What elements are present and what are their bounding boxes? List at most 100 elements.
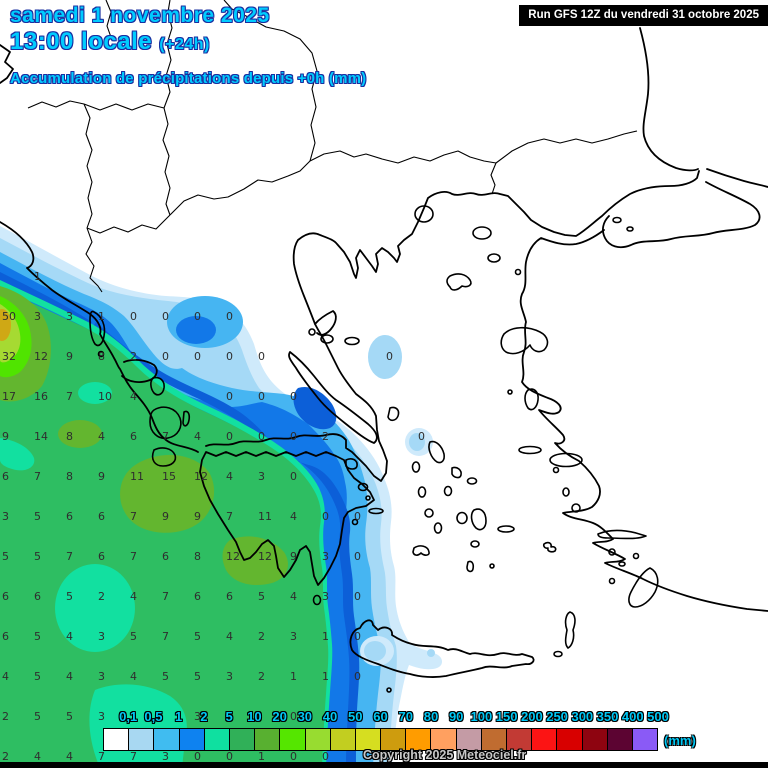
samos-island [549, 452, 583, 468]
chalki-island [608, 577, 616, 585]
legend-color-cell [203, 728, 230, 751]
precip-crete-patch-inner [364, 641, 386, 661]
kea-island [411, 461, 421, 473]
legend-color-cell [581, 728, 608, 751]
legend-color-cell [254, 728, 281, 751]
lesbos-island [500, 326, 549, 355]
kefalonia-island [149, 406, 182, 440]
coast-turkey-west [519, 229, 768, 612]
precip-mint-a [55, 564, 135, 652]
karpathos-island [564, 611, 576, 649]
kos-island [597, 529, 647, 540]
gavdos-island [386, 687, 392, 693]
precip-deep-euboea [293, 386, 337, 430]
border-albania-east [83, 103, 93, 229]
coast-adriatic-stub [0, 44, 14, 84]
hydra-island [368, 507, 384, 515]
precip-gold [0, 309, 11, 341]
coast-euboea [288, 351, 378, 444]
country-borders [27, 0, 638, 293]
legend-color-cell [329, 728, 356, 751]
mykonos-island [466, 477, 478, 485]
alonnisos-island [344, 336, 360, 346]
legend-color-cell [128, 728, 155, 751]
marmara-island-2 [626, 226, 634, 232]
border-montenegro-albania [27, 100, 85, 109]
ios-island [470, 540, 480, 548]
legend-color-cell [279, 728, 306, 751]
legend-color-cell [556, 728, 583, 751]
precip-chalkidiki-patch [368, 335, 402, 379]
imbros-island [487, 253, 501, 263]
kythnos-island [417, 486, 427, 498]
border-macedonia-bulgaria [162, 107, 171, 216]
legend-color-cell [531, 728, 558, 751]
legend-color-cell [606, 728, 633, 751]
legend-color-cell [153, 728, 180, 751]
legend-color-cell [631, 728, 659, 751]
thasos-island [414, 205, 434, 223]
border-bulgaria-serbia [223, 0, 318, 162]
border-greece-macedonia [86, 214, 171, 234]
patmos-island [552, 466, 560, 474]
copyright-text: Copyright 2025 Meteociel.fr [363, 748, 527, 762]
aegina-island [357, 482, 369, 492]
limnos-island [446, 273, 472, 291]
kalymnos-island [571, 503, 581, 513]
poros-island [365, 495, 371, 501]
precip-deep-ribbon [92, 322, 360, 768]
kythira-island [312, 594, 322, 606]
rhodes-island [628, 567, 659, 608]
legend-color-cell [304, 728, 331, 751]
model-run-box: Run GFS 12Z du vendredi 31 octobre 2025 [519, 5, 768, 26]
milos-island [412, 545, 430, 556]
leros-island [562, 487, 570, 497]
border-macedonia-north [83, 103, 165, 111]
skiathos-island [308, 328, 316, 336]
precip-andros-patch-inner [409, 433, 425, 451]
border-serbia-north [163, 0, 173, 109]
coast-marmara-south [602, 181, 761, 249]
lefkada-island [150, 376, 165, 396]
skopelos-island [320, 334, 334, 344]
skyros-island [387, 406, 400, 422]
precip-olive-1 [120, 454, 215, 533]
legend-color-cell [103, 728, 130, 751]
paxi-island [97, 350, 105, 358]
legend-color-cell [178, 728, 205, 751]
coast-mainland-east [205, 170, 700, 482]
border-bulgaria-turkey [495, 130, 638, 164]
legend-color-cell [228, 728, 256, 751]
anafi-island [489, 563, 495, 569]
astypalea-island [542, 541, 557, 553]
coast-crete [349, 619, 535, 678]
syros-island [443, 485, 453, 497]
precip-north-blue-core [176, 316, 216, 344]
salamis-island [345, 458, 358, 470]
border-greece-bulgaria [169, 150, 497, 216]
paros-island [456, 511, 468, 525]
ikaria-island [518, 445, 542, 455]
legend-unit-label: (mm) [664, 733, 696, 748]
kasos-island [553, 650, 563, 658]
legend-color-scale [103, 728, 659, 751]
nisyros-island [608, 548, 616, 556]
precip-olive-3 [58, 420, 102, 448]
chios-island [524, 388, 539, 411]
border-greece-turkey [490, 162, 497, 195]
coast-blacksea-east [706, 168, 768, 188]
corfu-island [89, 310, 106, 347]
sifnos-island [433, 522, 443, 534]
tinos-island [451, 466, 462, 479]
marmara-island-1 [612, 216, 622, 224]
spetses-island [351, 518, 359, 526]
coast-blacksea-west [639, 27, 699, 172]
naxos-island [470, 508, 487, 531]
tenedos-island [514, 268, 522, 276]
precip-crete-dot [427, 649, 435, 657]
precipitation-layers [0, 226, 443, 768]
samothrace-island [472, 226, 492, 240]
bottom-bar [0, 762, 768, 768]
